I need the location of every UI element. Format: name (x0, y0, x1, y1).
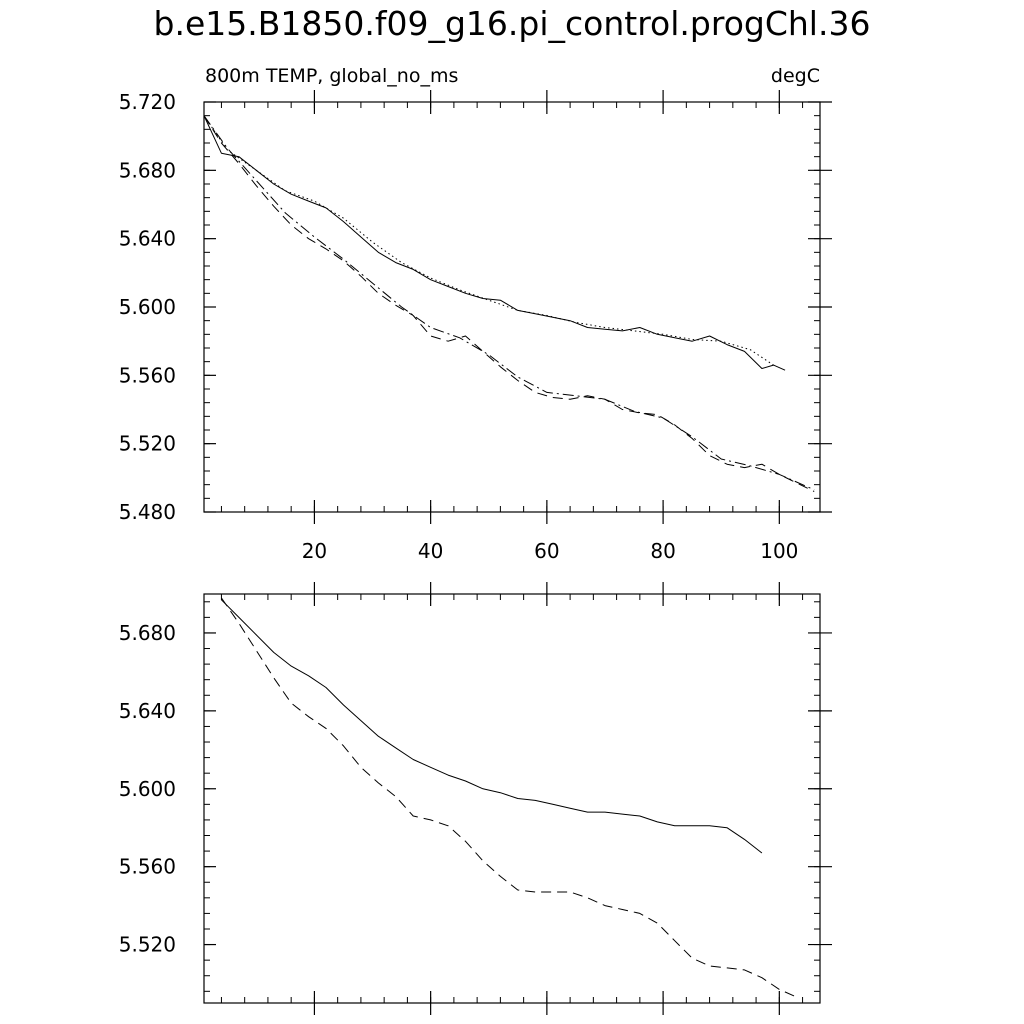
top-chart-x-tick-label: 100 (760, 539, 798, 563)
bottom-chart-y-tick-label: 5.600 (119, 777, 176, 801)
top-chart-y-tick-label: 5.600 (119, 295, 176, 319)
top-chart-x-tick-label: 20 (302, 539, 327, 563)
top-chart-y-tick-label: 5.560 (119, 363, 176, 387)
bottom-chart-y-tick-label: 5.640 (119, 699, 176, 723)
top-chart-y-tick-label: 5.520 (119, 432, 176, 456)
top-chart-x-tick-label: 40 (418, 539, 443, 563)
bottom-chart-series-solid-line (221, 599, 763, 854)
top-chart-units-label: degC (771, 65, 820, 87)
top-chart-y-tick-label: 5.480 (119, 500, 176, 524)
bottom-chart-y-tick-label: 5.680 (119, 621, 176, 645)
top-chart-series-dashdot-line (203, 115, 815, 491)
top-chart-y-tick-label: 5.720 (119, 90, 176, 114)
top-chart-series-dashed-line (203, 115, 815, 492)
top-chart-series-solid-line (203, 115, 786, 371)
top-chart-series-dotted-line (203, 115, 774, 366)
top-chart-x-tick-label: 60 (534, 539, 559, 563)
top-chart-y-tick-label: 5.680 (119, 158, 176, 182)
top-chart-y-tick-label: 5.640 (119, 227, 176, 251)
bottom-chart-y-tick-label: 5.520 (119, 933, 176, 957)
page-title: b.e15.B1850.f09_g16.pi_control.progChl.3… (153, 4, 871, 43)
bottom-chart-series-dashed-line (220, 597, 798, 998)
top-chart-variable-label: 800m TEMP, global_no_ms (205, 65, 458, 87)
top-chart-x-tick-label: 80 (650, 539, 675, 563)
bottom-chart-y-tick-label: 5.560 (119, 855, 176, 879)
bottom-chart-frame (203, 593, 821, 1004)
